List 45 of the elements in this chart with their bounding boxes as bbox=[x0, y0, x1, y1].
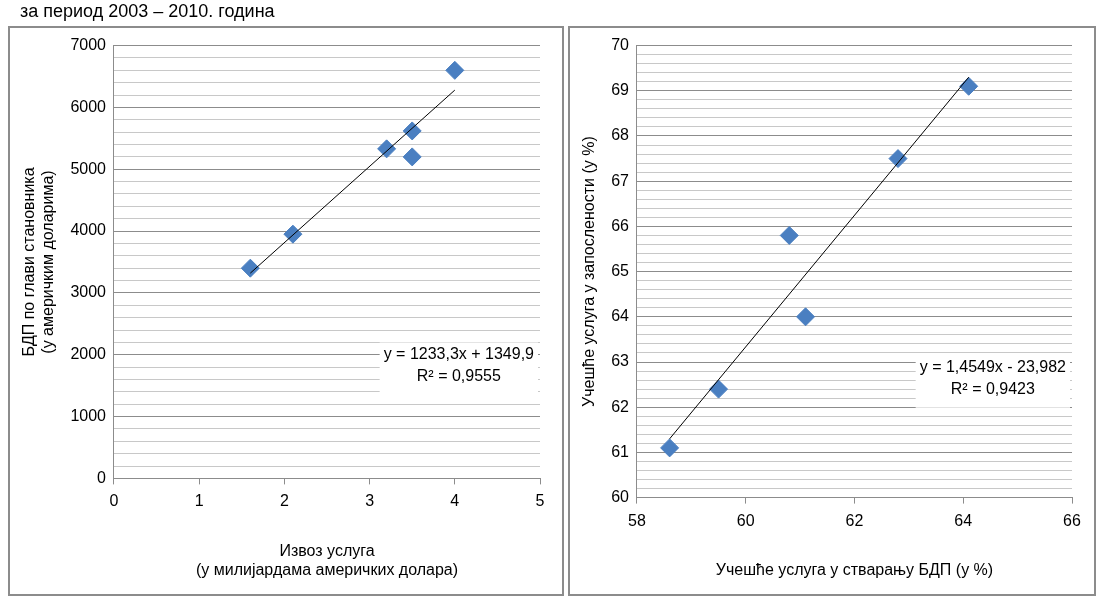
y-tick-label: 70 bbox=[611, 36, 630, 54]
chart-title: за период 2003 – 2010. година bbox=[20, 0, 275, 22]
y-tick-label: 63 bbox=[611, 352, 630, 370]
y-tick-label: 5000 bbox=[70, 159, 107, 177]
point bbox=[709, 379, 729, 399]
x-tick-label: 62 bbox=[845, 511, 864, 529]
y-tick-label: 6000 bbox=[70, 97, 107, 115]
x-axis-title: Извоз услуга (у милијардама америчких долара) bbox=[195, 541, 459, 578]
y-tick-label: 4000 bbox=[70, 221, 107, 239]
y-tick-label: 67 bbox=[611, 171, 630, 189]
y-tick-label: 69 bbox=[611, 81, 630, 99]
point bbox=[445, 60, 465, 80]
x-tick-label: 5 bbox=[535, 492, 545, 510]
point bbox=[240, 258, 260, 278]
y-axis-title: БДП по глави становника (у америчким доларима) bbox=[20, 167, 57, 357]
annotation: R² = 0,9555 bbox=[416, 366, 501, 384]
y-tick-label: 68 bbox=[611, 126, 630, 144]
x-tick-label: 64 bbox=[954, 511, 973, 529]
point bbox=[660, 438, 680, 458]
y-tick-label: 0 bbox=[97, 468, 107, 486]
point bbox=[779, 225, 799, 245]
y-tick-label: 7000 bbox=[70, 36, 107, 54]
x-axis-title: Учешће услуга у стварању БДП (у %) bbox=[715, 560, 994, 578]
x-tick-label: 2 bbox=[279, 492, 289, 510]
y-tick-label: 1000 bbox=[70, 406, 107, 424]
x-tick-label: 66 bbox=[1063, 511, 1081, 529]
x-tick-label: 58 bbox=[628, 511, 646, 529]
point bbox=[402, 147, 422, 167]
y-tick-label: 61 bbox=[611, 442, 630, 460]
y-tick-label: 66 bbox=[611, 216, 630, 234]
annotation: y = 1233,3x + 1349,9 bbox=[383, 344, 535, 362]
y-axis-title: Учешће услуга у запослености (у %) bbox=[580, 136, 598, 407]
x-tick-label: 60 bbox=[736, 511, 755, 529]
x-tick-label: 1 bbox=[194, 492, 204, 510]
x-tick-label: 3 bbox=[365, 492, 375, 510]
y-tick-label: 65 bbox=[611, 262, 630, 280]
x-tick-label: 0 bbox=[109, 492, 119, 510]
x-tick-label: 4 bbox=[450, 492, 460, 510]
annotation: R² = 0,9423 bbox=[950, 380, 1035, 398]
y-tick-label: 3000 bbox=[70, 283, 107, 301]
point bbox=[796, 307, 816, 327]
y-tick-label: 2000 bbox=[70, 345, 107, 363]
y-tick-label: 64 bbox=[611, 307, 630, 325]
y-tick-label: 62 bbox=[611, 397, 630, 415]
annotation: y = 1,4549x - 23,982 bbox=[919, 358, 1067, 376]
